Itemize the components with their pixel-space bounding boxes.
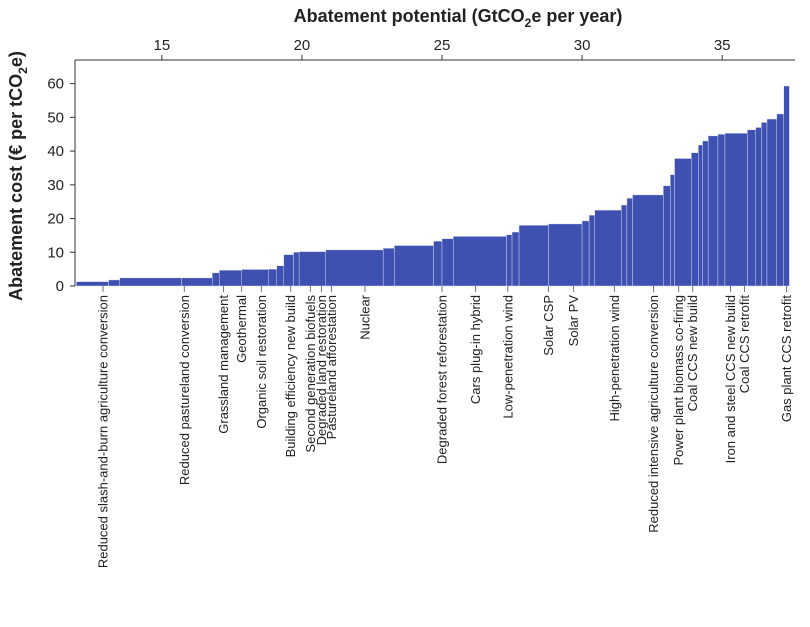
x-axis-title: Abatement potential (GtCO2e per year) xyxy=(294,6,623,30)
x-tick-label-25: 25 xyxy=(434,37,451,54)
bar-segment-7 xyxy=(241,269,269,287)
category-label-19: Coal CCS new build xyxy=(685,295,700,411)
x-tick-label-30: 30 xyxy=(574,37,591,54)
bar-segment-21 xyxy=(518,225,549,287)
category-label-10: Nuclear xyxy=(357,294,372,339)
x-ticks-group: 15 20 25 30 35 xyxy=(154,37,731,60)
y-tick-label-0: 0 xyxy=(56,278,64,295)
bar-segment-34 xyxy=(702,140,709,287)
category-label-12: Cars plug-in hybrid xyxy=(468,295,483,404)
bar-segment-41 xyxy=(766,118,777,287)
bar-segment-8 xyxy=(268,268,277,287)
category-label-8: Degraded land restoration xyxy=(314,295,329,445)
y-ticks-group: 0 10 20 30 40 50 60 xyxy=(47,76,75,295)
category-label-3: Grassland management xyxy=(216,295,231,434)
bar-segment-3 xyxy=(119,277,182,287)
bar-segment-14 xyxy=(382,248,395,287)
bar-segment-20 xyxy=(511,231,520,287)
category-label-13: Low-penetration wind xyxy=(500,295,515,419)
bar-segment-35 xyxy=(707,135,719,287)
bar-segment-32 xyxy=(691,152,699,287)
bar-segment-22 xyxy=(548,223,583,287)
bar-segment-6 xyxy=(219,269,242,287)
bar-segment-40 xyxy=(761,122,768,287)
axes-group xyxy=(74,59,795,286)
y-tick-label-30: 30 xyxy=(47,177,64,194)
x-tick-label-15: 15 xyxy=(154,37,171,54)
bar-segment-5 xyxy=(212,272,220,287)
bar-segment-12 xyxy=(298,251,326,287)
bar-segment-11 xyxy=(293,252,300,287)
category-label-22: Gas plant CCS retrofit xyxy=(779,295,794,423)
bars-group xyxy=(76,85,790,287)
bar-segment-28 xyxy=(632,194,664,287)
bar-segment-42 xyxy=(776,113,784,287)
y-tick-label-20: 20 xyxy=(47,211,64,228)
y-tick-label-10: 10 xyxy=(47,244,64,261)
category-label-17: Reduced intensive agriculture conversion xyxy=(646,295,661,533)
y-axis-title: Abatement cost (€ per tCO2e) xyxy=(6,51,30,301)
x-tick-label-35: 35 xyxy=(714,37,731,54)
category-label-1: Reduced slash-and-burn agriculture conve… xyxy=(96,295,111,568)
bar-segment-9 xyxy=(276,265,284,287)
y-tick-label-40: 40 xyxy=(47,143,64,160)
bar-segment-25 xyxy=(594,209,622,287)
category-label-14: Solar CSP xyxy=(541,295,556,356)
bar-segment-27 xyxy=(626,198,633,287)
category-label-11: Degraded forest reforestation xyxy=(435,295,450,464)
bar-segment-38 xyxy=(747,129,756,287)
category-label-6: Building efficiency new build xyxy=(283,295,298,457)
bar-segment-30 xyxy=(670,174,675,287)
bar-segment-39 xyxy=(755,127,762,287)
category-label-20: Iron and steel CCS new build xyxy=(723,295,738,463)
y-tick-label-50: 50 xyxy=(47,109,64,126)
y-tick-label-60: 60 xyxy=(47,76,64,93)
bar-segment-10 xyxy=(283,254,294,287)
category-label-15: Solar PV xyxy=(566,295,581,347)
category-label-7: Second generation biofuels xyxy=(303,295,318,453)
category-label-2: Reduced pastureland conversion xyxy=(177,295,192,485)
category-label-21: Coal CCS retrofit xyxy=(737,295,752,394)
bar-segment-2 xyxy=(108,279,121,287)
category-label-5: Organic soil restoration xyxy=(254,295,269,429)
bar-segment-29 xyxy=(663,185,671,287)
bar-segment-4 xyxy=(181,277,213,287)
category-label-4: Geothermal xyxy=(234,295,249,363)
bar-segment-26 xyxy=(621,204,628,287)
category-label-9: Pastureland afforestation xyxy=(324,295,339,439)
bar-segment-33 xyxy=(698,144,703,287)
bar-segment-16 xyxy=(433,240,443,287)
bar-segment-36 xyxy=(717,134,726,287)
bar-segment-31 xyxy=(674,158,692,287)
x-tick-label-20: 20 xyxy=(294,37,311,54)
category-label-16: High-penetration wind xyxy=(607,295,622,421)
bar-segment-37 xyxy=(724,132,748,287)
bar-segment-24 xyxy=(588,214,595,287)
bar-segment-43 xyxy=(783,85,790,287)
bar-segment-15 xyxy=(394,245,434,287)
bar-segment-1 xyxy=(76,281,109,287)
category-labels-group: Reduced slash-and-burn agriculture conve… xyxy=(96,286,794,568)
bar-segment-18 xyxy=(453,236,507,287)
category-label-18: Power plant biomass co-firing xyxy=(671,295,686,466)
bar-segment-13 xyxy=(325,249,384,287)
bar-segment-17 xyxy=(441,238,454,287)
bar-segment-23 xyxy=(581,220,590,287)
bar-segment-19 xyxy=(506,234,513,287)
